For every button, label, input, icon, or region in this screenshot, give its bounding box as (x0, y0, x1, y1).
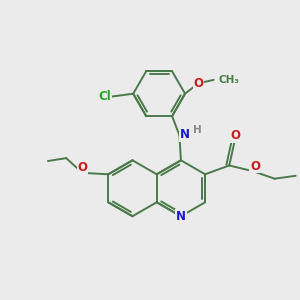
Text: Cl: Cl (98, 90, 111, 103)
Text: N: N (176, 210, 186, 223)
Text: N: N (180, 128, 190, 141)
Text: H: H (193, 125, 202, 135)
Text: O: O (230, 129, 240, 142)
Text: O: O (193, 77, 203, 90)
Text: O: O (250, 160, 260, 172)
Text: CH₃: CH₃ (219, 75, 240, 85)
Text: O: O (77, 161, 87, 174)
